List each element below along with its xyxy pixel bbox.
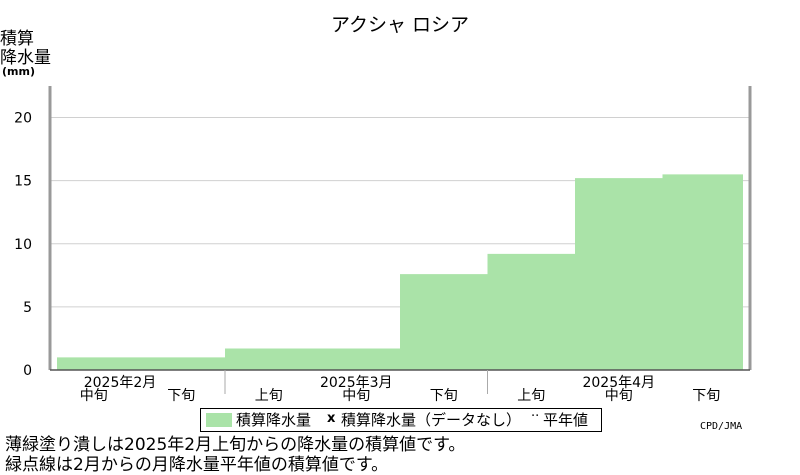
legend-missing-label: 積算降水量（データなし） [341,411,522,429]
x-dekad-label: 中旬 [80,388,108,404]
y-tick-label: 15 [14,174,32,190]
legend-dot-marker: ·· [531,409,540,424]
x-dekad-label: 下旬 [167,388,195,404]
legend-normal-label: 平年値 [543,411,589,429]
legend-fill-swatch [206,413,232,427]
y-tick-label: 20 [14,111,32,127]
footnote-normal: 緑点線は2月からの月降水量平年値の積算値です。 [5,455,389,475]
x-dekad-label: 下旬 [692,388,720,404]
x-dekad-label: 中旬 [605,388,633,404]
credit-text: CPD/JMA [700,421,743,432]
x-dekad-label: 下旬 [430,388,458,404]
x-month-label: 2025年2月 [84,375,157,391]
x-dekad-label: 上旬 [517,388,545,404]
chart-plot: 051015202025年2月 2025年3月 2025年4月中旬 下旬 上旬 中旬 下旬上… [14,86,752,404]
footnote-fill: 薄緑塗り潰しは2025年2月上旬からの降水量の積算値です。 [5,435,466,455]
y-axis-label-line1: 積算 [0,29,34,49]
y-axis-label-line2: 降水量 [0,48,51,68]
series-area-accumulated [57,174,743,370]
chart-title: アクシャ ロシア [330,14,470,36]
y-axis-unit: (mm) [2,65,35,78]
x-dekad-label: 上旬 [255,388,283,404]
y-tick-label: 10 [14,237,32,253]
y-tick-label: 0 [23,363,32,379]
x-month-label: 2025年3月 [320,375,393,391]
y-tick-label: 5 [23,300,32,316]
legend-x-marker: x [327,411,336,426]
x-dekad-label: 中旬 [342,388,370,404]
legend-fill-label: 積算降水量 [236,411,312,429]
chart-legend: 積算降水量 x 積算降水量（データなし） ·· 平年値 [200,408,602,432]
x-month-label: 2025年4月 [582,375,655,391]
